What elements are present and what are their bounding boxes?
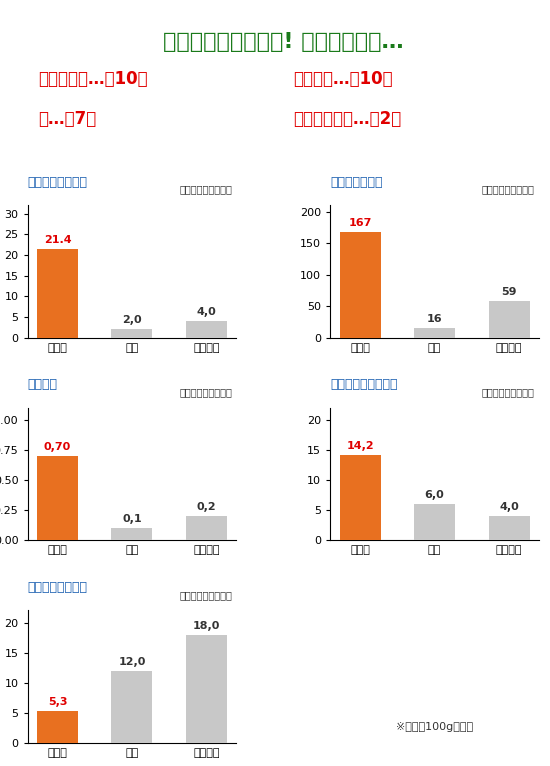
Text: 16: 16	[427, 314, 442, 324]
Bar	[186, 321, 227, 338]
Text: 14,2: 14,2	[346, 441, 374, 451]
Text: カルシウム含有量: カルシウム含有量	[28, 175, 87, 188]
Bar	[414, 504, 455, 540]
Text: マグネシウム…約2倍: マグネシウム…約2倍	[294, 110, 401, 129]
Text: 5,3: 5,3	[48, 697, 67, 707]
Text: 4,0: 4,0	[499, 502, 519, 512]
Text: 単位（ミリグラム）: 単位（ミリグラム）	[179, 590, 232, 600]
Bar	[112, 671, 152, 743]
Text: 0,2: 0,2	[196, 502, 216, 512]
Bar	[488, 300, 530, 338]
Bar	[37, 456, 78, 540]
Bar	[186, 516, 227, 540]
Text: 単位（ミリグラム）: 単位（ミリグラム）	[179, 185, 232, 195]
Bar	[414, 328, 455, 338]
Text: 18,0: 18,0	[192, 620, 220, 630]
Text: カルシウム…約10倍: カルシウム…約10倍	[38, 70, 147, 88]
Bar	[186, 634, 227, 743]
Text: 12,0: 12,0	[118, 656, 146, 666]
Text: 4,0: 4,0	[196, 307, 216, 317]
Text: 59: 59	[501, 286, 517, 296]
Bar	[37, 249, 78, 338]
Text: 単位（ミリグラム）: 単位（ミリグラム）	[179, 388, 232, 398]
Bar	[488, 516, 530, 540]
Text: カリウム…約10倍: カリウム…約10倍	[294, 70, 393, 88]
Text: カリウム含有量: カリウム含有量	[330, 175, 383, 188]
Bar	[340, 455, 381, 540]
Text: 鉄…約7倍: 鉄…約7倍	[38, 110, 96, 129]
Text: 21.4: 21.4	[43, 235, 72, 245]
Bar	[112, 329, 152, 338]
Text: 0,1: 0,1	[122, 514, 142, 525]
Text: ナトリウム含有量: ナトリウム含有量	[28, 581, 87, 594]
Text: 鉄含有量: 鉄含有量	[28, 378, 58, 391]
Text: 167: 167	[349, 218, 372, 228]
Text: ※可食部100gあたり: ※可食部100gあたり	[396, 722, 473, 732]
Text: 6,0: 6,0	[425, 490, 444, 500]
Text: 単位（ミリグラム）: 単位（ミリグラム）	[482, 388, 535, 398]
Text: マグネシウム含有量: マグネシウム含有量	[330, 378, 398, 391]
Text: 2,0: 2,0	[122, 316, 142, 326]
Bar	[37, 711, 78, 743]
Bar	[112, 529, 152, 540]
Text: 単位（ミリグラム）: 単位（ミリグラム）	[482, 185, 535, 195]
Bar	[340, 232, 381, 338]
Text: ミネラル含有量豊富! 米酢と比べて…: ミネラル含有量豊富! 米酢と比べて…	[163, 32, 404, 52]
Text: 0,70: 0,70	[44, 442, 71, 452]
